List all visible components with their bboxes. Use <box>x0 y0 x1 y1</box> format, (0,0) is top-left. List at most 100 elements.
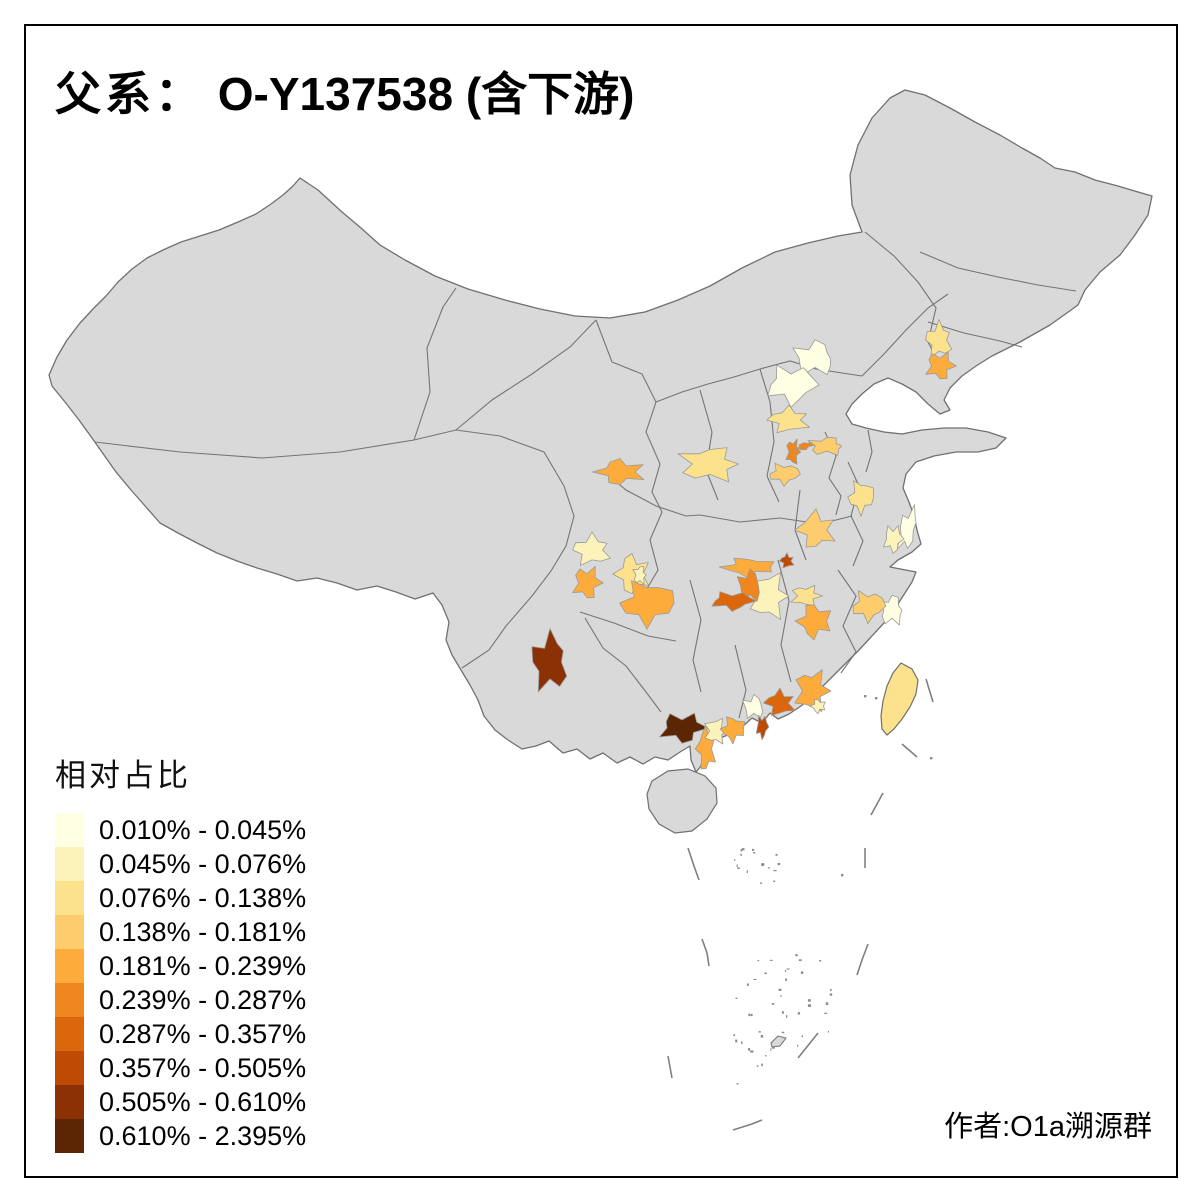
small-island-dot <box>824 1012 828 1014</box>
province-border <box>595 319 663 513</box>
prefecture-region <box>718 557 775 579</box>
small-island-dot <box>798 959 802 961</box>
small-island-dot <box>737 867 740 869</box>
prefecture-region <box>592 458 645 485</box>
province-border <box>919 251 1077 292</box>
prefecture-region <box>619 580 675 630</box>
province-border <box>455 319 597 431</box>
prefecture-region <box>755 715 770 741</box>
legend-row: 0.287% - 0.357% <box>55 1017 306 1051</box>
province-border <box>584 617 662 713</box>
legend-label: 0.045% - 0.076% <box>99 848 307 879</box>
province-border <box>461 485 575 669</box>
sea-boundary-dash <box>687 847 700 881</box>
legend-row: 0.076% - 0.138% <box>55 881 306 915</box>
province-border <box>837 569 857 674</box>
small-island-dot <box>761 863 765 866</box>
sea-boundary-dash <box>870 792 884 816</box>
prefecture-region <box>794 669 832 712</box>
small-island-dot <box>734 859 736 861</box>
legend-label: 0.010% - 0.045% <box>99 814 307 845</box>
legend-swatch <box>55 813 84 847</box>
legend-row: 0.138% - 0.181% <box>55 915 306 949</box>
small-island-dot <box>795 954 798 957</box>
legend-swatch <box>55 881 84 915</box>
small-island-dot <box>757 960 760 962</box>
small-island-dot <box>801 1035 803 1038</box>
prefecture-region <box>883 525 905 554</box>
small-island-dot <box>740 849 743 852</box>
prefecture-region <box>847 480 875 517</box>
small-island-dot <box>829 993 833 996</box>
prefecture-region <box>531 628 568 693</box>
small-island-dot <box>775 853 778 856</box>
prefecture-region <box>572 531 611 566</box>
small-island-dot <box>784 970 787 973</box>
legend-row: 0.239% - 0.287% <box>55 983 306 1017</box>
legend-row: 0.181% - 0.239% <box>55 949 306 983</box>
legend-rows: 0.010% - 0.045% 0.045% - 0.076% 0.076% -… <box>55 813 306 1153</box>
small-island-dot <box>819 960 822 962</box>
prefecture-region <box>677 447 739 483</box>
small-island-dot <box>771 1003 775 1005</box>
legend-swatch <box>55 983 84 1017</box>
small-island-dot <box>780 995 782 997</box>
legend-swatch <box>55 1051 84 1085</box>
small-island-dot <box>825 1002 829 1005</box>
small-island-dot <box>753 852 756 854</box>
small-island-dot <box>752 848 755 851</box>
small-island-dot <box>778 988 782 991</box>
small-island-dot <box>781 1011 784 1014</box>
legend-swatch <box>55 1085 84 1119</box>
legend-swatch <box>55 1017 84 1051</box>
prefecture-region <box>785 438 802 465</box>
prefecture-region <box>704 717 728 745</box>
small-island-dot <box>930 757 933 760</box>
small-island-dot <box>773 869 777 872</box>
page-title: 父系： O-Y137538 (含下游) <box>55 58 634 124</box>
prefecture-region <box>767 364 820 408</box>
province-border <box>864 231 945 373</box>
small-island-dot <box>769 959 773 961</box>
small-island-dot <box>750 1050 754 1053</box>
sea-boundary-dash <box>925 678 934 703</box>
legend: 相对占比 0.010% - 0.045% 0.045% - 0.076% 0.0… <box>55 750 306 1153</box>
small-island-dot <box>777 862 781 866</box>
small-island-dot <box>830 989 832 991</box>
mainland-outline <box>48 89 1153 773</box>
small-island-dot <box>875 697 878 700</box>
small-island-dot <box>773 880 776 882</box>
small-island-dot <box>746 983 749 986</box>
province-border <box>927 321 1023 348</box>
province-border <box>861 293 949 377</box>
small-island-dot <box>770 1048 772 1051</box>
small-island-dot <box>764 972 767 975</box>
legend-swatch <box>55 949 84 983</box>
prefecture-region <box>794 604 832 641</box>
small-island-dot <box>807 999 811 1002</box>
small-island-dot <box>765 1055 767 1057</box>
prefecture-region <box>794 508 836 548</box>
small-island-dot <box>736 1083 739 1085</box>
small-island-dot <box>750 1013 753 1017</box>
small-island-dot <box>735 997 738 999</box>
prefecture-region <box>925 318 953 359</box>
small-island-dot <box>740 853 742 856</box>
legend-label: 0.287% - 0.357% <box>99 1018 307 1049</box>
prefecture-region <box>792 339 831 376</box>
small-island-dot <box>753 978 757 980</box>
prefecture-region <box>852 590 887 625</box>
prefecture-region <box>792 440 816 451</box>
sea-boundary-dash <box>701 938 710 967</box>
province-border <box>644 511 663 593</box>
small-island-dot <box>741 848 745 851</box>
province-border <box>759 368 780 503</box>
legend-label: 0.610% - 2.395% <box>99 1120 307 1151</box>
prefecture-region <box>632 566 647 585</box>
title-haplogroup: O-Y137538 (含下游) <box>205 68 635 120</box>
legend-swatch <box>55 915 84 949</box>
sea-boundary-dash <box>856 943 869 976</box>
legend-row: 0.357% - 0.505% <box>55 1051 306 1085</box>
province-border <box>777 559 792 683</box>
small-island-dot <box>781 1031 785 1034</box>
